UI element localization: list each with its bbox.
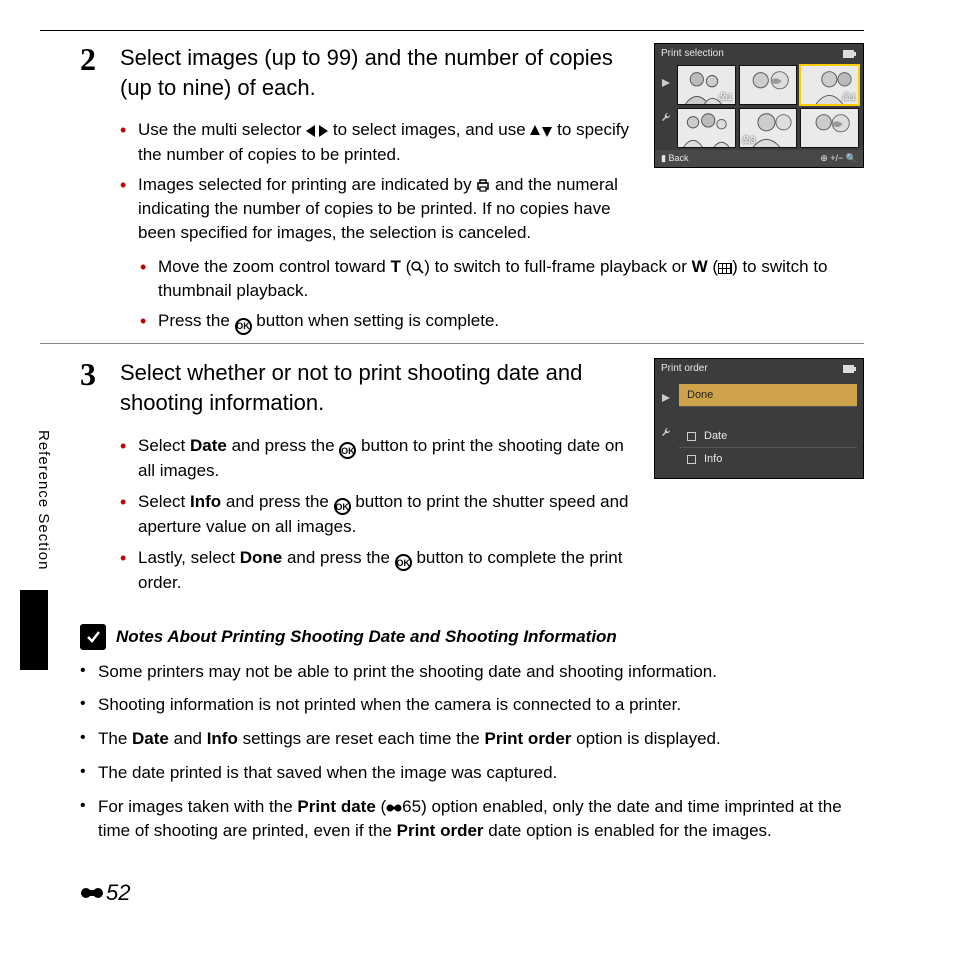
battery-icon: [843, 50, 857, 58]
playback-icon: [660, 392, 672, 404]
print-mark-icon: [476, 178, 490, 192]
thumbnail: 凸3: [739, 108, 798, 148]
magnifier-icon: [411, 261, 424, 274]
camera-screen-print-order: Print order Done Date Info: [654, 358, 864, 479]
screen1-back: ▮ Back: [661, 153, 688, 164]
left-right-triangle-icon: [306, 125, 328, 137]
camera-screen-print-selection: Print selection 凸1: [654, 43, 864, 168]
note-5: For images taken with the Print date (65…: [80, 795, 864, 843]
step-3-number: 3: [80, 358, 120, 390]
checkbox-icon: [687, 455, 696, 464]
top-rule: [40, 30, 864, 31]
section-mark-icon: [80, 885, 104, 901]
wrench-icon: [660, 426, 672, 438]
step2-bullet-1: Use the multi selector to select images,…: [120, 118, 636, 166]
ok-button-icon: OK: [235, 318, 252, 335]
print-count-icon: 凸1: [842, 90, 856, 103]
step2-bullet-3: Move the zoom control toward T () to swi…: [140, 255, 864, 303]
side-tab-label: Reference Section: [24, 430, 52, 570]
step3-bullet-2: Select Info and press the OK button to p…: [120, 490, 636, 540]
page-number: 52: [80, 880, 130, 906]
step-3-heading: Select whether or not to print shooting …: [120, 358, 636, 417]
menu-spacer: [679, 407, 857, 425]
step-2-heading: Select images (up to 99) and the number …: [120, 43, 636, 102]
notes-check-icon: [80, 624, 106, 650]
up-down-triangle-icon: [530, 125, 552, 137]
wrench-icon: [660, 111, 672, 123]
thumbnail: [677, 108, 736, 148]
ok-button-icon: OK: [395, 554, 412, 571]
menu-item-info: Info: [679, 448, 857, 470]
note-1: Some printers may not be able to print t…: [80, 660, 864, 684]
screen1-zoom: ⊕ +/− 🔍: [820, 153, 857, 164]
menu-item-done: Done: [679, 384, 857, 407]
note-2: Shooting information is not printed when…: [80, 693, 864, 717]
ok-button-icon: OK: [334, 498, 351, 515]
print-count-icon: 凸3: [742, 133, 756, 146]
thumbnail-selected: 凸1: [800, 65, 859, 105]
ok-button-icon: OK: [339, 442, 356, 459]
step2-bullet-2: Images selected for printing are indicat…: [120, 173, 636, 245]
divider-rule: [40, 343, 864, 344]
menu-item-date: Date: [679, 425, 857, 448]
notes-heading: Notes About Printing Shooting Date and S…: [116, 627, 617, 647]
note-3: The Date and Info settings are reset eac…: [80, 727, 864, 751]
step3-bullet-1: Select Date and press the OK button to p…: [120, 434, 636, 484]
thumbnail: [800, 108, 859, 148]
step-2-number: 2: [80, 43, 120, 75]
thumbnail-grid: 凸1 凸1 凸3: [677, 65, 859, 148]
thumbnail: 凸1: [677, 65, 736, 105]
side-tab-block: [20, 590, 48, 670]
thumbnail-grid-icon: [718, 263, 732, 274]
manual-page: Reference Section 2 Select images (up to…: [0, 0, 954, 954]
checkbox-icon: [687, 432, 696, 441]
note-4: The date printed is that saved when the …: [80, 761, 864, 785]
playback-icon: [660, 77, 672, 89]
screen2-title: Print order: [661, 363, 708, 374]
screen1-title: Print selection: [661, 48, 724, 59]
step2-bullet-4: Press the OK button when setting is comp…: [140, 309, 864, 335]
print-count-icon: 凸1: [719, 90, 733, 103]
battery-icon: [843, 365, 857, 373]
cross-ref-icon: [386, 803, 402, 814]
thumbnail: [739, 65, 798, 105]
step3-bullet-3: Lastly, select Done and press the OK but…: [120, 546, 636, 596]
